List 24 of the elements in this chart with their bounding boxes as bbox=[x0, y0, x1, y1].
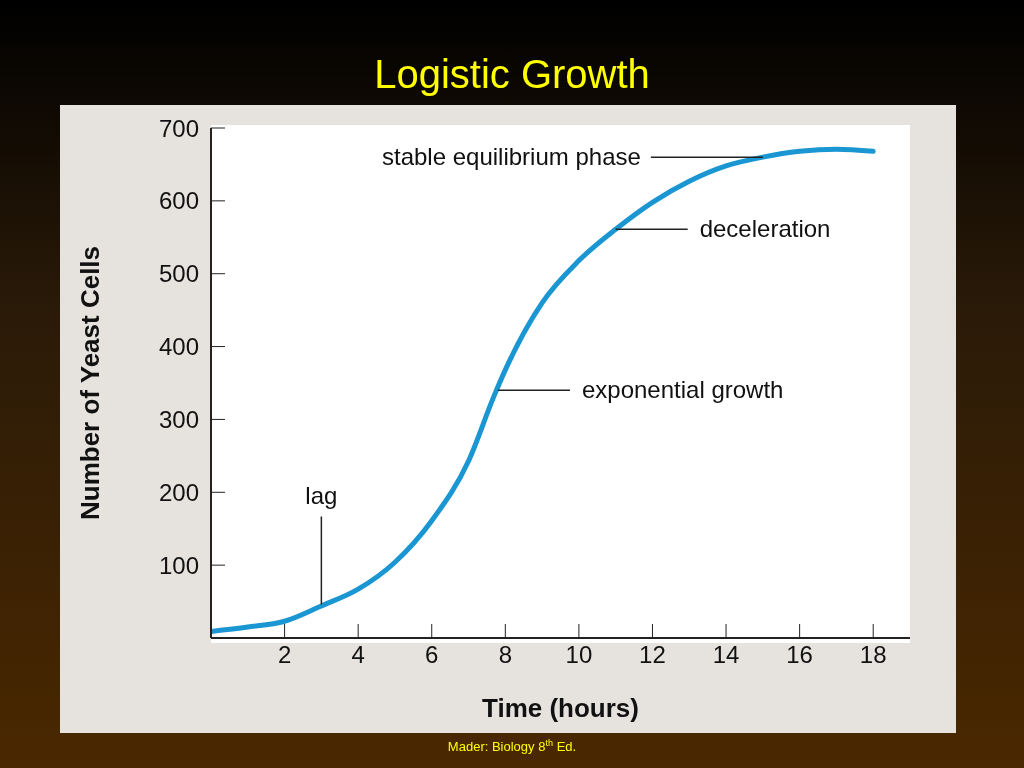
y-tick-label: 500 bbox=[158, 260, 199, 288]
x-tick-label: 16 bbox=[786, 641, 813, 669]
y-tick-label: 600 bbox=[158, 187, 199, 215]
annotation: stable equilibrium phase bbox=[382, 143, 641, 171]
y-axis-title: Number of Yeast Cells bbox=[75, 245, 106, 521]
x-tick-label: 6 bbox=[425, 641, 439, 669]
x-tick-label: 14 bbox=[712, 641, 740, 669]
x-axis-title: Time (hours) bbox=[482, 693, 639, 723]
y-tick-label: 300 bbox=[158, 405, 199, 433]
y-tick-label: 700 bbox=[158, 114, 199, 142]
x-tick-label: 2 bbox=[277, 641, 292, 669]
x-tick-label: 10 bbox=[565, 641, 593, 669]
annotation: exponential growth bbox=[581, 376, 784, 404]
annotation: lag bbox=[305, 482, 338, 510]
x-tick-label: 4 bbox=[351, 641, 365, 669]
chart-title: Logistic Growth bbox=[373, 51, 651, 98]
y-tick-label: 400 bbox=[158, 333, 199, 361]
x-tick-label: 12 bbox=[639, 641, 666, 669]
y-tick-label: 100 bbox=[158, 551, 199, 579]
x-tick-label: 18 bbox=[859, 641, 887, 669]
annotation: deceleration bbox=[699, 215, 831, 243]
y-tick-label: 200 bbox=[158, 478, 199, 506]
text: Mader: Biology 8$^{th}$ Ed. bbox=[446, 738, 578, 755]
x-tick-label: 8 bbox=[498, 641, 512, 669]
